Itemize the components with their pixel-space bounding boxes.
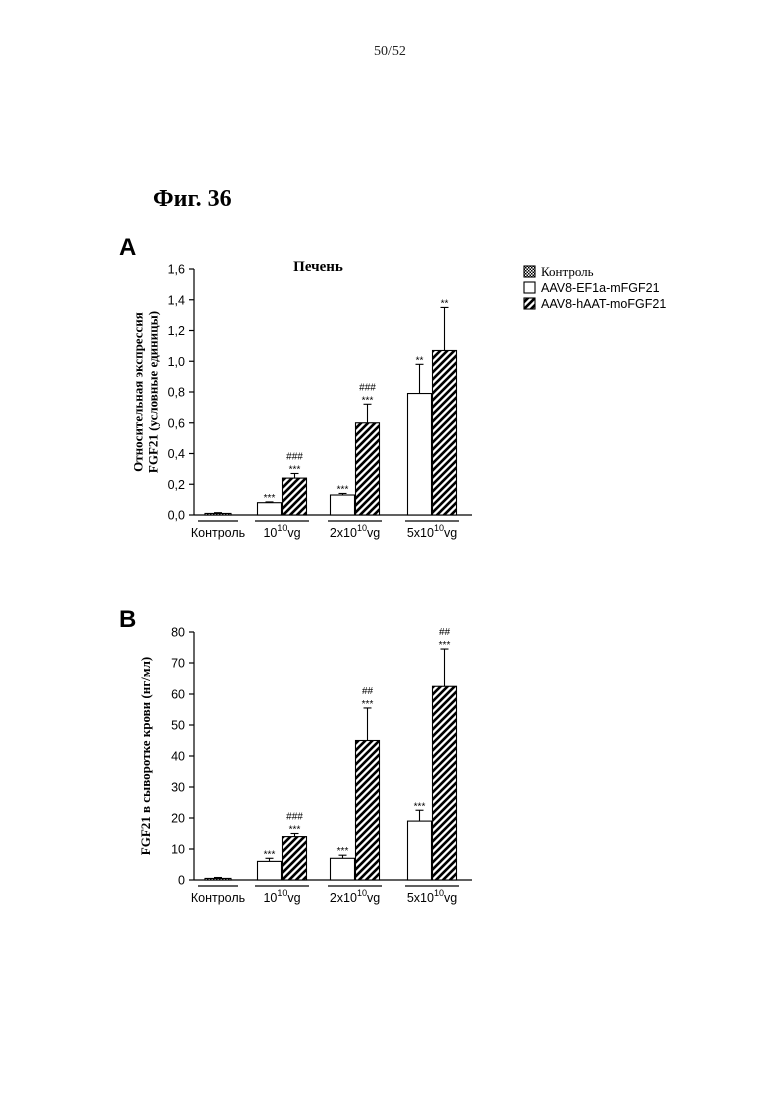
significance-label: ##: [362, 686, 374, 697]
bar: [331, 858, 355, 880]
panel-title: Печень: [293, 259, 343, 275]
bar: [408, 394, 432, 515]
bar: [205, 513, 231, 515]
x-tick-base: 2x10: [330, 891, 357, 905]
x-tick-label: 2x1010vg: [330, 888, 380, 905]
chart-a: A Печень Относительная экспрессияFGF21 (ус…: [119, 234, 472, 540]
x-tick-base: 5x10: [407, 526, 434, 540]
x-tick-label: 2x1010vg: [330, 523, 380, 540]
x-tick-label: Контроль: [191, 526, 245, 540]
significance-label: ###: [359, 382, 376, 393]
x-tick-label: 5x1010vg: [407, 888, 457, 905]
x-tick-suffix: vg: [367, 891, 380, 905]
y-tick-label: 30: [171, 781, 185, 795]
y-tick-label: 0: [178, 874, 185, 888]
x-tick-label: 5x1010vg: [407, 523, 457, 540]
legend-label: Контроль: [541, 264, 594, 279]
x-tick-suffix: vg: [444, 526, 457, 540]
bar: [258, 503, 282, 515]
y-tick-label: 1,6: [168, 263, 185, 277]
legend-swatch: [524, 298, 535, 309]
y-axis-label: Относительная экспрессия: [131, 312, 146, 472]
y-tick-label: 0,8: [168, 386, 185, 400]
x-tick-exponent: 10: [357, 523, 367, 533]
x-tick-label: Контроль: [191, 891, 245, 905]
x-tick-suffix: vg: [367, 526, 380, 540]
x-tick-base: 2x10: [330, 526, 357, 540]
x-tick-suffix: vg: [287, 526, 300, 540]
x-tick-exponent: 10: [434, 888, 444, 898]
bar: [433, 350, 457, 515]
bar: [356, 423, 380, 515]
x-tick-exponent: 10: [277, 888, 287, 898]
significance-label: ###: [286, 451, 303, 462]
y-tick-label: 1,0: [168, 355, 185, 369]
x-tick-base: 5x10: [407, 891, 434, 905]
y-tick-label: 40: [171, 750, 185, 764]
x-tick-base: 10: [263, 526, 277, 540]
significance-label: ***: [337, 846, 349, 857]
significance-label: ***: [264, 849, 276, 860]
legend: Контроль AAV8-EF1a-mFGF21 AAV8-hAAT-moFGF2…: [524, 264, 666, 311]
legend-label: AAV8-hAAT-moFGF21: [541, 297, 666, 311]
bar: [258, 861, 282, 880]
significance-label: ***: [362, 395, 374, 406]
significance-label: ***: [362, 699, 374, 710]
y-tick-label: 80: [171, 626, 185, 640]
significance-label: ***: [414, 801, 426, 812]
x-tick-label: 1010vg: [263, 523, 300, 540]
x-tick-exponent: 10: [277, 523, 287, 533]
x-tick-exponent: 10: [434, 523, 444, 533]
y-tick-label: 0,0: [168, 509, 185, 523]
significance-label: **: [441, 298, 449, 309]
y-axis-label: FGF21 (условные единицы): [146, 311, 161, 473]
y-axis-label: FGF21 в сыворотке крови (нг/мл): [138, 657, 153, 855]
panel-letter: A: [119, 234, 136, 261]
y-tick-label: 0,4: [168, 447, 185, 461]
bar: [356, 741, 380, 881]
significance-label: ***: [264, 493, 276, 504]
significance-label: ***: [289, 464, 301, 475]
y-tick-label: 50: [171, 719, 185, 733]
bar: [408, 821, 432, 880]
x-tick-base: 10: [263, 891, 277, 905]
significance-label: ***: [337, 484, 349, 495]
y-tick-label: 70: [171, 657, 185, 671]
significance-label: **: [416, 355, 424, 366]
y-tick-label: 20: [171, 812, 185, 826]
y-tick-label: 10: [171, 843, 185, 857]
y-tick-label: 60: [171, 688, 185, 702]
panel-letter: B: [119, 606, 136, 633]
y-tick-label: 0,6: [168, 416, 185, 430]
legend-swatch: [524, 266, 535, 277]
x-tick-exponent: 10: [357, 888, 367, 898]
significance-label: ##: [439, 627, 451, 638]
y-tick-label: 1,4: [168, 293, 185, 307]
legend-swatch: [524, 282, 535, 293]
x-tick-suffix: vg: [287, 891, 300, 905]
x-tick-label: 1010vg: [263, 888, 300, 905]
significance-label: ###: [286, 812, 303, 823]
legend-label: AAV8-EF1a-mFGF21: [541, 281, 660, 295]
significance-label: ***: [439, 640, 451, 651]
bar: [433, 686, 457, 880]
significance-label: ***: [289, 825, 301, 836]
y-tick-label: 1,2: [168, 324, 185, 338]
bar: [331, 495, 355, 515]
bar: [283, 478, 307, 515]
bar: [205, 878, 231, 880]
x-tick-suffix: vg: [444, 891, 457, 905]
y-tick-label: 0,2: [168, 478, 185, 492]
bar: [283, 837, 307, 880]
chart-b: B FGF21 в сыворотке крови (нг/мл) 0 10 20 30 4…: [119, 606, 472, 905]
